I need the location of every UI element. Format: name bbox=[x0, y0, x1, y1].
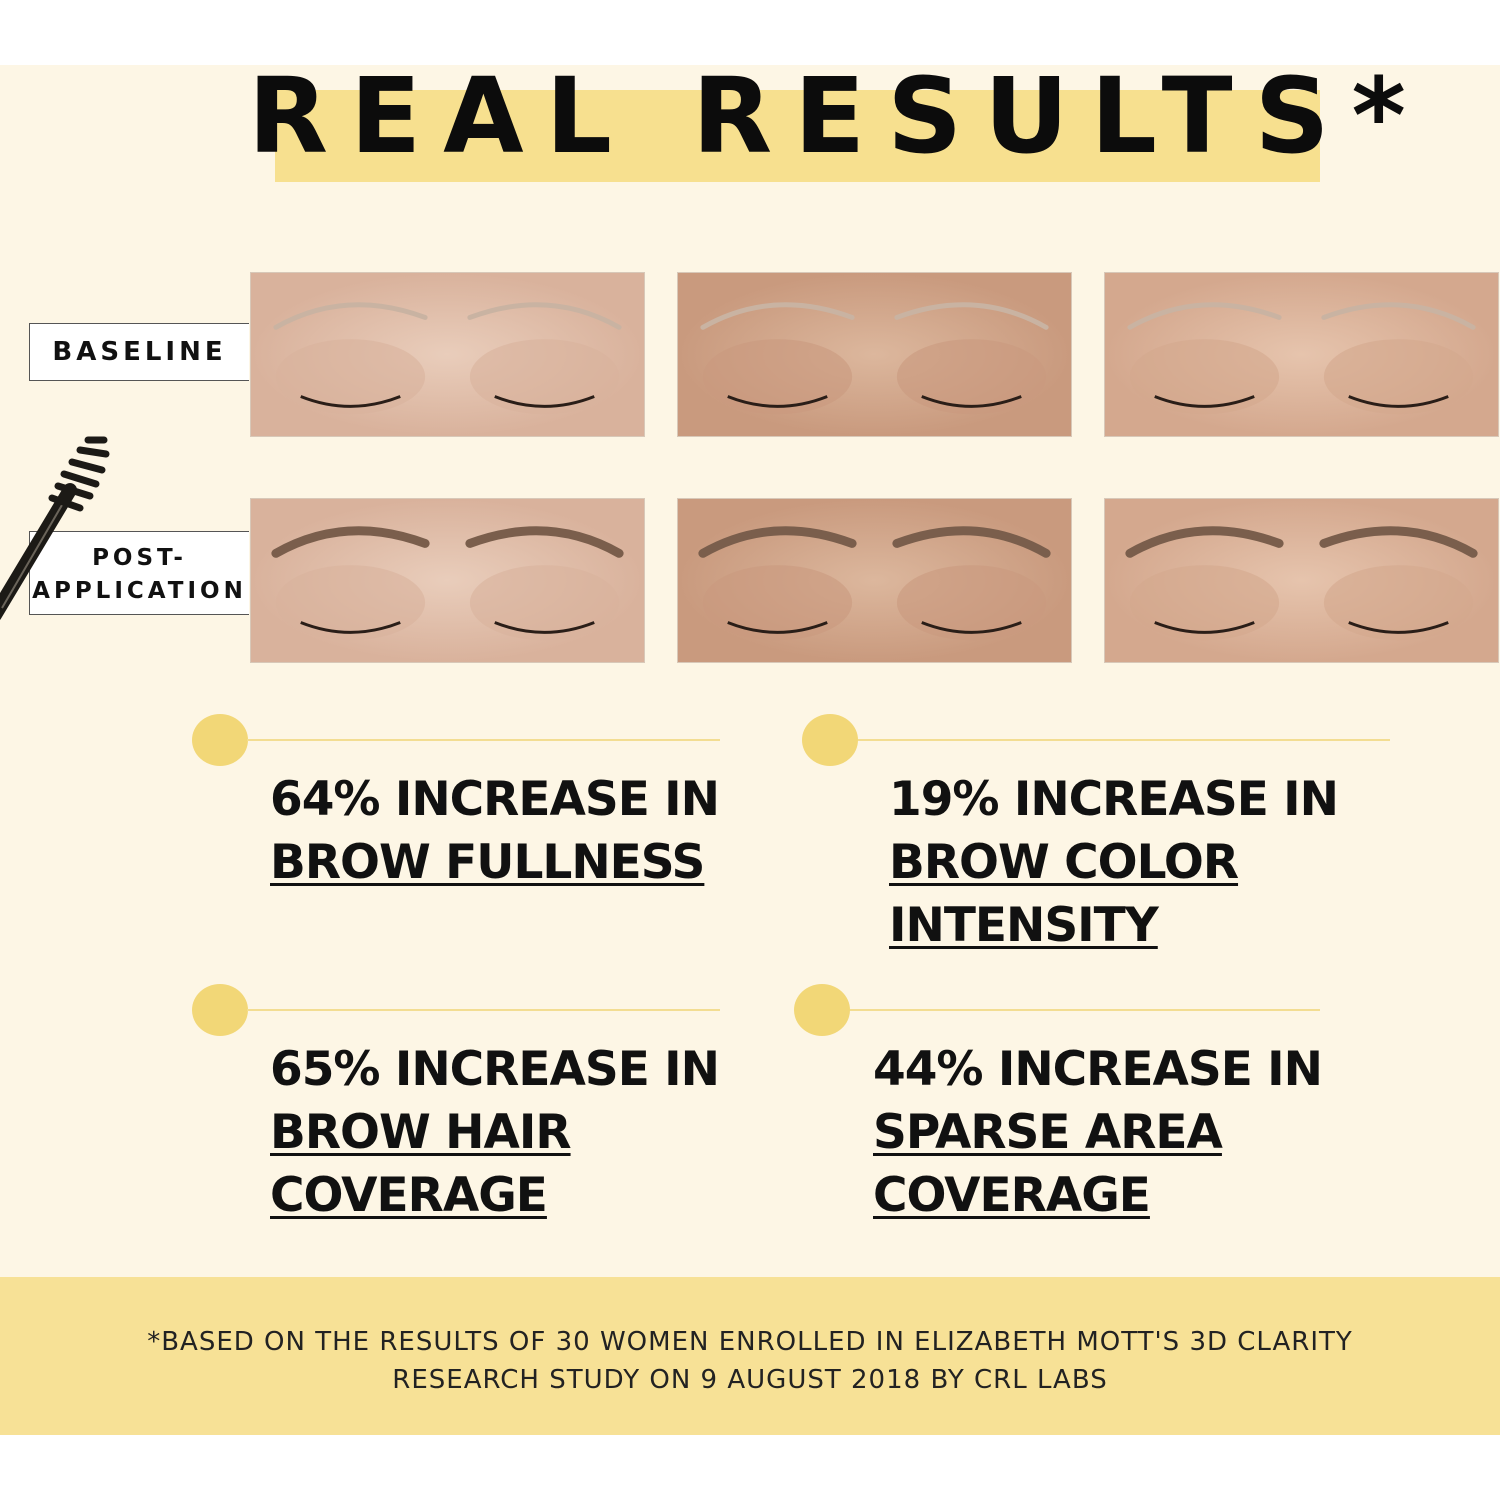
post-application-photo-1 bbox=[250, 498, 645, 663]
stat-headline: 44% INCREASE IN bbox=[873, 1042, 1323, 1097]
stat-detail: SPARSE AREA bbox=[873, 1105, 1223, 1160]
stat-bullet-dot bbox=[192, 714, 248, 766]
stat-block: 19% INCREASE IN BROW COLOR INTENSITY bbox=[889, 768, 1339, 957]
baseline-photo-2 bbox=[677, 272, 1072, 437]
post-application-label: POST- APPLICATION bbox=[29, 531, 249, 615]
spoolie-brush-icon bbox=[0, 436, 110, 620]
stat-detail: BROW FULLNESS bbox=[270, 835, 705, 890]
post-label-line1: POST- bbox=[92, 545, 187, 571]
stat-detail: COVERAGE bbox=[270, 1168, 548, 1223]
stat-bullet-dot bbox=[794, 984, 850, 1036]
stat-detail: BROW HAIR bbox=[270, 1105, 572, 1160]
stat-headline: 65% INCREASE IN bbox=[270, 1042, 720, 1097]
stat-block: 65% INCREASE IN BROW HAIR COVERAGE bbox=[270, 1038, 720, 1227]
stat-bullet-dot bbox=[192, 984, 248, 1036]
footer-line-2: RESEARCH STUDY ON 9 AUGUST 2018 BY CRL L… bbox=[392, 1365, 1108, 1395]
stat-headline: 19% INCREASE IN bbox=[889, 772, 1339, 827]
footer-disclaimer: *BASED ON THE RESULTS OF 30 WOMEN ENROLL… bbox=[0, 1277, 1500, 1435]
baseline-photo-1 bbox=[250, 272, 645, 437]
stat-bullet-dot bbox=[802, 714, 858, 766]
post-application-photo-2 bbox=[677, 498, 1072, 663]
baseline-photo-3 bbox=[1104, 272, 1499, 437]
baseline-label: BASELINE bbox=[29, 323, 249, 381]
stat-headline: 64% INCREASE IN bbox=[270, 772, 720, 827]
post-label-line2: APPLICATION bbox=[32, 578, 247, 604]
stat-detail: BROW COLOR bbox=[889, 835, 1239, 890]
post-application-photo-3 bbox=[1104, 498, 1499, 663]
footer-line-1: *BASED ON THE RESULTS OF 30 WOMEN ENROLL… bbox=[147, 1327, 1353, 1357]
page-title: REAL RESULTS* bbox=[248, 55, 1428, 177]
stat-divider bbox=[247, 1009, 720, 1011]
title-highlight bbox=[275, 90, 1320, 182]
stat-divider bbox=[850, 1009, 1320, 1011]
stat-block: 64% INCREASE IN BROW FULLNESS bbox=[270, 768, 720, 894]
stat-detail: INTENSITY bbox=[889, 898, 1159, 953]
stat-detail: COVERAGE bbox=[873, 1168, 1151, 1223]
stat-divider bbox=[247, 739, 720, 741]
stat-divider bbox=[858, 739, 1390, 741]
stat-block: 44% INCREASE IN SPARSE AREA COVERAGE bbox=[873, 1038, 1323, 1227]
